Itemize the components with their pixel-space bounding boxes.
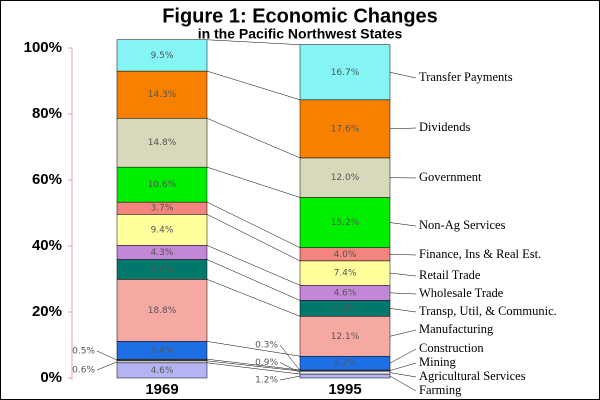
leader-line [96,350,118,361]
x-tick-label: 1969 [145,381,178,398]
connector [206,118,301,159]
y-tick-label: 100% [24,39,62,56]
bar-segment [299,99,391,159]
connector [206,245,301,286]
legend-connector [389,348,417,364]
bar-segment [116,214,208,246]
value-label: 18.8% [148,306,177,316]
bar-segment [299,370,391,375]
connector [206,70,301,101]
bar-segment [299,44,391,101]
bar-segment [299,157,391,198]
leader-line [279,344,301,371]
value-label: 16.7% [331,68,360,78]
connector [206,214,301,262]
legend-connector [389,362,417,371]
bar-segment [299,373,391,379]
legend-connector [389,222,417,227]
chart-title: Figure 1: Economic Changes [162,5,438,27]
value-label: 4.3% [151,248,174,258]
value-label: 0.6% [72,366,95,376]
value-label: 6.0% [151,265,174,275]
legend-connector [389,329,417,337]
connector [206,39,301,45]
bar-segment [116,166,208,203]
connector [206,166,301,198]
x-tick-label: 1995 [328,381,361,398]
y-tick-label: 60% [32,171,62,188]
value-label: 0.9% [255,358,278,368]
value-label: 4.2% [334,359,357,369]
legend-label: Construction [419,341,484,355]
legend-label: Government [419,170,482,184]
bar-segment [116,70,208,119]
legend-connector [389,375,417,392]
value-label: 4.0% [334,250,357,260]
legend-label: Mining [419,355,457,369]
legend-connector [389,272,417,277]
value-label: 9.5% [151,51,174,61]
y-tick-label: 40% [32,237,62,254]
value-label: 14.3% [148,90,177,100]
value-label: 9.4% [151,225,174,235]
connector [206,341,301,357]
value-label: 14.8% [148,138,177,148]
legend-connector [389,254,417,256]
legend-connector [389,72,417,79]
value-label: 15.2% [331,218,360,228]
value-label: 7.4% [334,269,357,279]
value-label: 0.5% [72,347,95,357]
y-tick-label: 0% [40,369,62,386]
legend-label: Wholesale Trade [419,286,504,300]
value-label: 1.2% [255,376,278,386]
value-label: 4.6% [334,288,357,298]
legend-label: Retail Trade [419,268,481,282]
legend-label: Manufacturing [419,322,494,336]
bar-segment [299,316,391,357]
connector [206,362,301,375]
legend-label: Farming [419,383,462,397]
connector [206,358,301,371]
connector [206,259,301,301]
connector [206,360,301,372]
legend-connector [389,308,417,313]
legend-label: Finance, Ins & Real Est. [419,247,541,261]
value-label: 3.7% [151,204,174,214]
value-label: 12.0% [331,173,360,183]
bar-segment [116,360,208,364]
value-label: 17.6% [331,124,360,134]
legend-label: Transp, Util, & Communic. [419,304,557,318]
bar-segment [116,39,208,72]
bar-segment [116,279,208,342]
value-label: 0.3% [255,341,278,351]
legend-label: Agricultural Services [419,369,526,383]
leader-line [279,375,301,381]
connector [206,279,301,317]
legend-connector [389,292,417,295]
chart-subtitle: in the Pacific Northwest States [198,26,403,42]
legend-label: Dividends [419,120,471,134]
value-label: 5.4% [151,346,174,356]
value-label: 12.1% [331,332,360,342]
leader-line [96,361,118,371]
legend-label: Non-Ag Services [419,218,506,232]
value-label: 4.8% [334,304,357,314]
legend-connector [389,372,417,378]
legend-connector [389,127,417,130]
connector [206,201,301,248]
legend-label: Transfer Payments [419,70,513,84]
y-tick-label: 80% [32,105,62,122]
value-label: 4.6% [151,366,174,376]
bar-segment [299,197,391,248]
bar-segment [299,260,391,286]
y-tick-label: 20% [32,303,62,320]
value-label: 10.6% [148,180,177,190]
